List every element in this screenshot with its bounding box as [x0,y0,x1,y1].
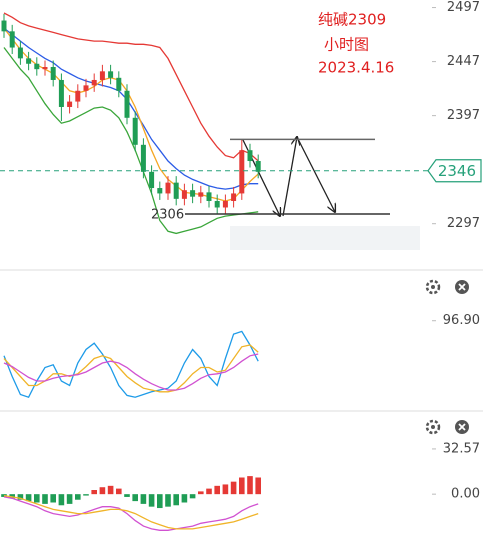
candle-body [222,201,228,208]
histogram-bar [58,494,65,506]
y-tick-label: 32.57 [443,441,480,456]
annotation: 2023.4.16 [318,59,394,77]
candle-body [50,67,56,80]
candle-body [34,63,40,70]
histogram-bar [75,494,81,500]
histogram-bar [66,494,73,504]
histogram-bar [247,476,253,495]
candle-body [26,58,32,64]
indicator-line [3,344,259,393]
y-tick-label: 2297 [447,216,480,231]
candle-body [83,85,89,91]
histogram-bar [50,494,56,503]
indicator-line [3,27,259,202]
candle-body [132,117,138,145]
candle-body [116,77,122,91]
histogram-bar [99,487,106,495]
histogram-bar [206,488,212,495]
candle-body [206,192,212,201]
close-icon[interactable] [455,420,469,434]
last-price-label: 2346 [438,162,476,180]
histogram-bar [255,477,261,495]
candle-body [91,79,97,86]
y-tick-label: 96.90 [443,313,480,328]
indicator-line [3,496,259,531]
y-tick-label: 2447 [447,54,480,69]
settings-icon[interactable] [425,279,441,295]
candle-body [255,161,261,172]
candle-body [1,20,7,32]
candle-body [214,201,220,208]
y-tick-label: 0.00 [451,487,480,502]
candle-body [140,144,146,172]
histogram-bar [107,485,114,495]
candle-body [99,71,105,80]
candle-body [198,192,204,197]
histogram-bar [230,481,237,495]
candle-body [190,190,196,197]
indicator-line [3,330,259,398]
indicator-line [3,47,259,235]
candle-body [173,182,179,199]
watermark [230,226,420,250]
settings-icon[interactable] [425,419,441,435]
histogram-bar [116,488,122,495]
candle-body [67,101,73,107]
histogram-bar [181,494,188,503]
candle-body [17,47,23,59]
candle-body [239,150,245,194]
forecast-arrows [242,137,335,216]
histogram-bar [148,494,155,507]
histogram-bar [140,494,147,504]
histogram-bar [1,494,7,497]
candle-body [9,31,15,48]
histogram-bar [198,491,204,495]
histogram-bar [173,494,179,506]
histogram-bar [157,494,163,509]
histogram-bar [25,494,32,502]
candle-body [42,67,48,70]
candle-body [181,190,187,199]
indicator-line [3,494,259,530]
histogram-bar [34,494,40,503]
indicator-line [3,12,259,162]
histogram-bar [222,484,229,495]
y-tick-label: 2397 [447,108,480,123]
indicator-line [3,353,259,391]
histogram-bar [239,477,245,495]
last-price-box [427,159,482,183]
histogram-bar [42,494,48,504]
histogram-bar [124,494,130,497]
candle-body [157,188,163,194]
candle-body [58,79,64,107]
candle-body [75,90,81,102]
close-icon[interactable] [455,280,469,294]
y-tick-label: 2497 [447,0,480,15]
candle-body [124,90,130,118]
histogram-bar [132,494,138,502]
candle-body [247,150,253,162]
histogram-bar [165,494,171,507]
histogram-bar [17,494,24,500]
indicator-line [3,27,259,190]
candle-body [165,182,171,194]
candle-body [231,193,237,201]
annotation: 纯碱2309 [318,11,386,29]
annotation: 2306 [151,208,184,223]
histogram-bar [83,494,89,496]
candle-body [149,171,155,189]
candle-body [108,71,114,78]
histogram-bar [189,494,196,499]
histogram-bar [91,490,97,495]
annotation: 小时图 [324,36,369,54]
histogram-bar [214,485,220,495]
